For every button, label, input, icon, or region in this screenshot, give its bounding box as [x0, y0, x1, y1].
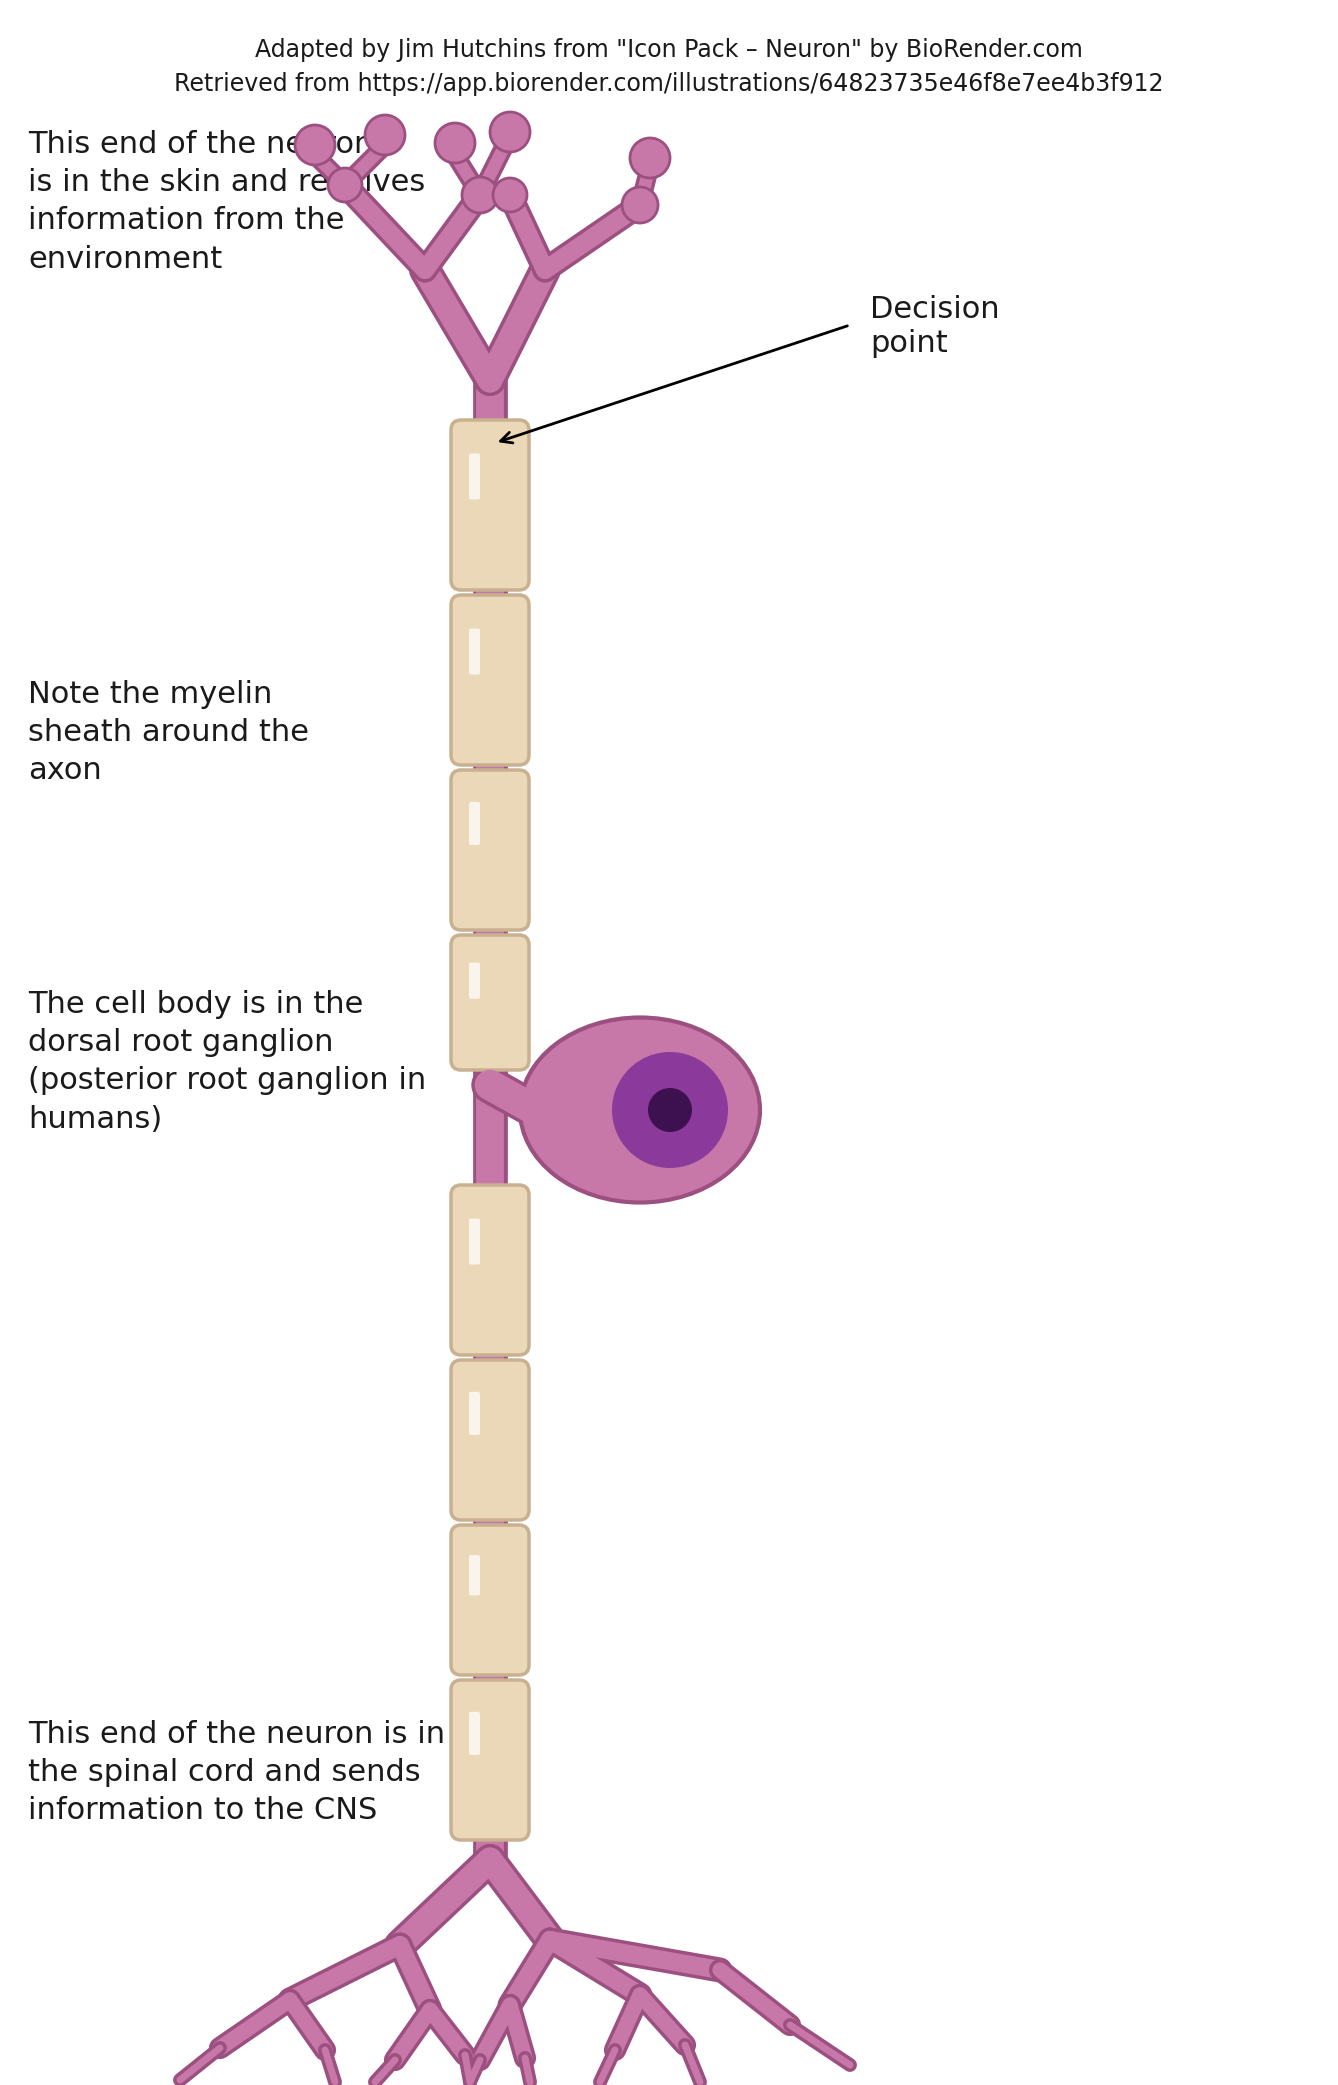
Circle shape [492, 177, 527, 213]
FancyBboxPatch shape [470, 1218, 480, 1264]
Circle shape [490, 113, 530, 152]
Text: The cell body is in the
dorsal root ganglion
(posterior root ganglion in
humans): The cell body is in the dorsal root gang… [28, 990, 427, 1134]
FancyBboxPatch shape [451, 419, 529, 590]
FancyBboxPatch shape [451, 1359, 529, 1520]
Circle shape [611, 1053, 728, 1168]
FancyBboxPatch shape [451, 934, 529, 1070]
FancyBboxPatch shape [451, 769, 529, 930]
FancyBboxPatch shape [470, 803, 480, 844]
Ellipse shape [520, 1017, 760, 1203]
FancyBboxPatch shape [470, 628, 480, 676]
FancyBboxPatch shape [470, 1555, 480, 1595]
Text: Decision
point: Decision point [870, 294, 999, 359]
FancyBboxPatch shape [470, 963, 480, 999]
Circle shape [435, 123, 475, 163]
Circle shape [622, 188, 658, 223]
FancyBboxPatch shape [470, 1393, 480, 1434]
FancyBboxPatch shape [470, 1712, 480, 1756]
Circle shape [365, 115, 405, 154]
Circle shape [462, 177, 498, 213]
Circle shape [630, 138, 670, 177]
FancyBboxPatch shape [451, 1184, 529, 1355]
Text: Adapted by Jim Hutchins from "Icon Pack – Neuron" by BioRender.com: Adapted by Jim Hutchins from "Icon Pack … [256, 38, 1082, 63]
Text: Note the myelin
sheath around the
axon: Note the myelin sheath around the axon [28, 680, 309, 786]
FancyBboxPatch shape [451, 1524, 529, 1674]
Text: This end of the neuron is in
the spinal cord and sends
information to the CNS: This end of the neuron is in the spinal … [28, 1720, 446, 1824]
Circle shape [328, 169, 363, 202]
FancyBboxPatch shape [470, 455, 480, 500]
Circle shape [648, 1088, 692, 1132]
Circle shape [294, 125, 334, 165]
Text: Retrieved from https://app.biorender.com/illustrations/64823735e46f8e7ee4b3f912: Retrieved from https://app.biorender.com… [174, 73, 1164, 96]
FancyBboxPatch shape [451, 1681, 529, 1839]
Text: This end of the neuron
is in the skin and receives
information from the
environm: This end of the neuron is in the skin an… [28, 129, 425, 273]
FancyBboxPatch shape [451, 594, 529, 765]
